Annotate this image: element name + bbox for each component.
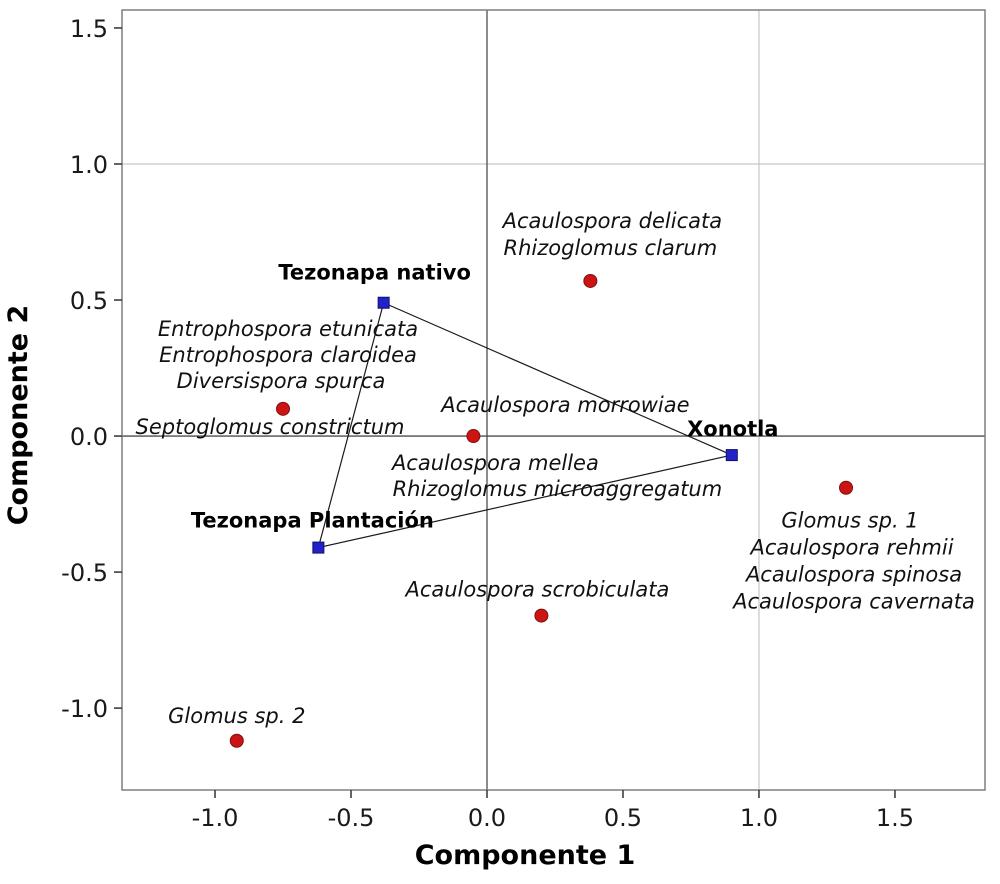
y-tick-label: 1.5 [70,15,108,43]
species-point [276,401,291,416]
x-axis-title: Componente 1 [415,840,636,871]
site-point [312,541,325,554]
y-tick-label: -1.0 [61,695,108,723]
x-tick-label: 1.5 [876,804,914,832]
species-label: Entrophospora claroidea [159,343,417,367]
x-tick-label: -0.5 [328,804,375,832]
site-label: Tezonapa nativo [278,261,471,285]
plot-border [121,9,986,791]
species-label: Entrophospora etunicata [158,317,418,341]
species-label: Glomus sp. 1 [781,509,918,533]
species-label: Acaulospora rehmii [748,536,953,560]
species-point [583,273,598,288]
site-point [377,296,390,309]
species-point [466,429,481,444]
species-label: Glomus sp. 2 [168,704,305,728]
species-label: Septoglomus constrictum [136,415,405,439]
species-label: Rhizoglomus microaggregatum [393,477,723,501]
y-tick-label: 0.0 [70,423,108,451]
site-point [725,449,738,462]
y-axis-title: Componente 2 [3,305,34,526]
species-label: Rhizoglomus clarum [504,236,718,260]
chart-layer: -1.0 -0.5 0.0 0.5 1.0 1.5 -1.0 -0.5 0.0 0.5 1.0 1.5… [61,9,986,832]
site-label: Xonotla [687,417,778,441]
species-point [534,608,549,623]
species-label: Acaulospora mellea [390,451,599,475]
species-label: Acaulospora cavernata [731,590,975,614]
species-label: Acaulospora spinosa [744,563,962,587]
species-label: Diversispora spurca [177,369,386,393]
species-label: Acaulospora morrowiae [439,393,689,417]
x-tick-label: 0.5 [604,804,642,832]
species-label: Acaulospora scrobiculata [403,578,669,602]
y-tick-label: 0.5 [70,287,108,315]
species-label: Acaulospora delicata [501,209,723,233]
y-tick-label: 1.0 [70,151,108,179]
x-tick-label: 1.0 [740,804,778,832]
species-point [839,480,854,495]
x-tick-label: 0.0 [468,804,506,832]
x-tick-label: -1.0 [192,804,239,832]
species-point [229,733,244,748]
y-tick-label: -0.5 [61,559,108,587]
site-label: Tezonapa Plantación [191,509,434,533]
site-triangle [317,301,734,549]
